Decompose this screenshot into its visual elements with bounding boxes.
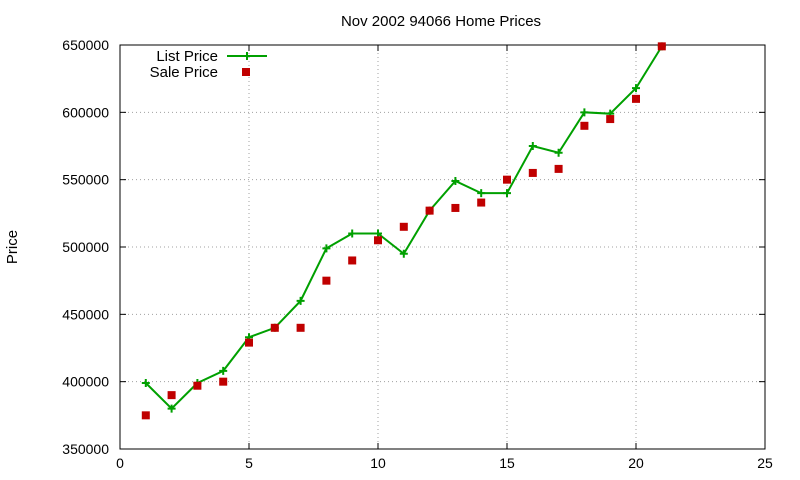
x-tick-label: 5 <box>245 455 253 471</box>
y-tick-label: 550000 <box>62 172 109 188</box>
data-point-square <box>141 411 150 420</box>
data-point-square <box>477 198 486 207</box>
data-point-plus <box>348 229 357 238</box>
data-point-square <box>245 338 253 347</box>
legend-square-marker <box>242 68 250 76</box>
legend-item: List Price <box>156 48 267 65</box>
legend-item: Sale Price <box>150 64 250 81</box>
data-point-square <box>219 377 228 386</box>
data-point-square <box>296 323 305 332</box>
data-point-plus <box>322 244 331 253</box>
data-point-plus <box>141 379 150 388</box>
y-tick-label: 500000 <box>62 239 109 255</box>
data-point-plus <box>374 229 382 238</box>
data-point-plus <box>167 404 176 413</box>
legend-label: Sale Price <box>150 64 218 81</box>
data-point-square <box>425 206 434 215</box>
data-point-square <box>632 94 640 103</box>
data-point-square <box>554 164 563 173</box>
data-point-square <box>193 381 202 390</box>
series-sale-price <box>141 42 666 420</box>
x-tick-label: 10 <box>370 455 386 471</box>
y-tick-label: 450000 <box>62 306 109 322</box>
data-point-plus <box>554 148 563 157</box>
data-point-square <box>606 115 615 124</box>
axes: 0 5 10 15 20 25 350000 400000 450000 500000 550000… <box>62 37 773 471</box>
series-group <box>141 42 666 420</box>
chart-title: Nov 2002 94066 Home Prices <box>341 13 541 30</box>
data-point-square <box>348 256 357 265</box>
data-point-plus <box>219 366 228 375</box>
data-point-plus <box>580 108 589 117</box>
y-tick-label: 650000 <box>62 37 109 53</box>
data-point-square <box>451 203 460 212</box>
y-tick-label: 350000 <box>62 441 109 457</box>
data-point-square <box>322 276 331 285</box>
legend-label: List Price <box>156 48 218 65</box>
data-point-square <box>374 236 382 245</box>
data-point-plus <box>503 189 511 198</box>
y-axis-label: Price <box>4 230 21 264</box>
data-point-plus <box>528 142 537 150</box>
data-point-plus <box>399 249 408 258</box>
data-point-plus <box>451 177 460 186</box>
data-point-square <box>503 175 511 184</box>
x-tick-label: 25 <box>757 455 773 471</box>
grid <box>120 45 765 449</box>
data-point-plus <box>632 84 640 93</box>
data-point-square <box>657 42 666 51</box>
y-tick-label: 400000 <box>62 374 109 390</box>
data-point-square <box>399 222 408 231</box>
x-tick-label: 20 <box>628 455 644 471</box>
data-point-square <box>167 391 176 400</box>
data-point-plus <box>477 189 486 198</box>
data-point-square <box>580 121 589 130</box>
x-tick-label: 0 <box>116 455 124 471</box>
data-point-square <box>528 168 537 177</box>
data-point-plus <box>296 296 305 305</box>
legend-plus-marker <box>243 52 251 60</box>
data-point-square <box>270 323 279 332</box>
y-tick-label: 600000 <box>62 104 109 120</box>
x-tick-label: 15 <box>499 455 515 471</box>
